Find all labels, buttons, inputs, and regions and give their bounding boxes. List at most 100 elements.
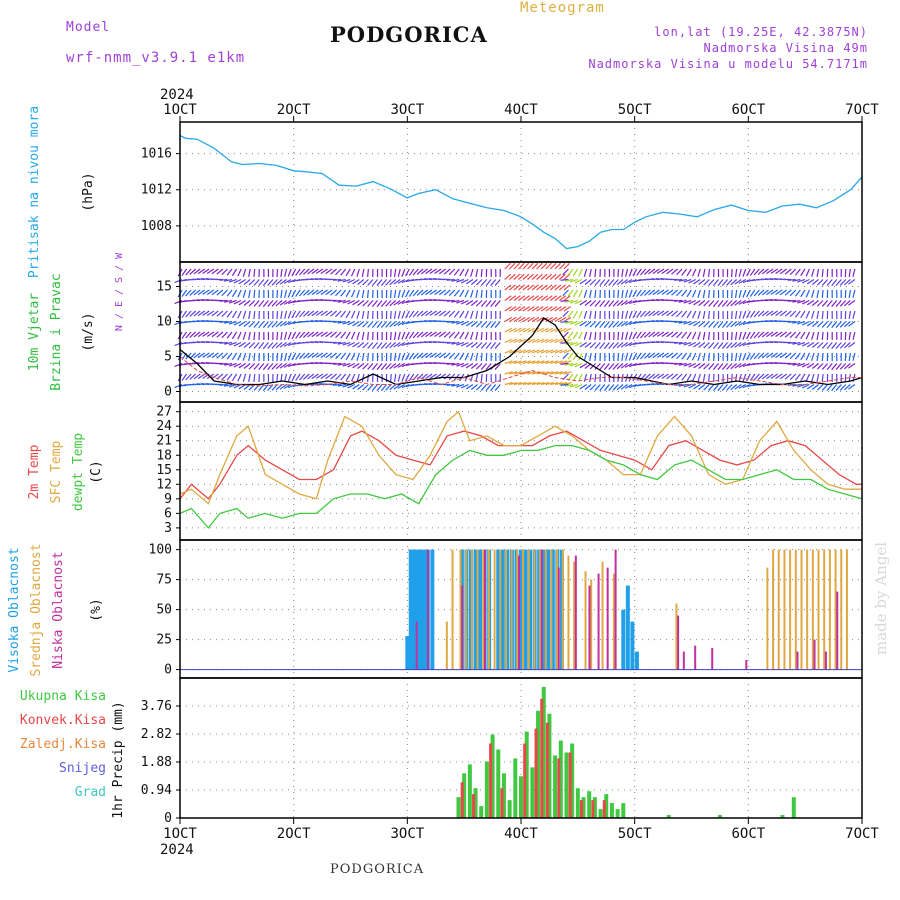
wind-barb: [416, 352, 424, 359]
wind-barb: [238, 299, 246, 306]
wind-barb: [848, 352, 851, 362]
cloud-bar-0: [500, 549, 505, 670]
wind-barb: [206, 310, 215, 316]
wind-barb: [434, 331, 442, 337]
wind-barb: [702, 289, 706, 298]
wind-barb: [405, 310, 410, 319]
wind-barb: [337, 320, 346, 324]
wind-barb: [181, 331, 188, 339]
wind-barb: [848, 363, 856, 369]
wind-barb: [686, 289, 692, 298]
cloud-bar-1: [544, 549, 547, 670]
model-elevation-label: Nadmorska Visina u modelu 54.7171m: [588, 57, 868, 71]
wind-barb: [412, 268, 419, 276]
wind-barb: [536, 295, 544, 301]
wind-barb: [459, 310, 465, 319]
wind-barb: [731, 352, 733, 362]
y-tick-label-temperature: 3: [164, 521, 172, 536]
wind-barb: [307, 268, 315, 275]
wind-barb: [554, 371, 563, 375]
wind-barb: [717, 342, 724, 350]
wind-barb: [451, 341, 460, 345]
wind-barb: [376, 342, 383, 350]
wind-barb: [584, 342, 592, 348]
wind-barb: [738, 331, 742, 340]
wind-barb: [629, 299, 637, 305]
precip-bar-0: [581, 797, 586, 818]
wind-barb: [480, 268, 483, 278]
wind-barb: [545, 360, 554, 365]
wind-barb: [518, 382, 527, 386]
model-name: wrf-nmm_v3.9.1 e1km: [66, 50, 246, 66]
wind-barb: [291, 268, 297, 277]
wind-barb: [554, 338, 563, 344]
wind-barb: [746, 268, 751, 277]
wind-barb: [202, 331, 210, 337]
wind-barb: [844, 373, 847, 383]
wind-barb: [616, 342, 624, 349]
wind-barb: [233, 278, 242, 284]
wind-barb: [636, 310, 642, 318]
wind-barb: [453, 289, 460, 297]
wind-barb: [717, 321, 724, 329]
wind-barb: [742, 299, 751, 305]
wind-barb: [228, 299, 237, 304]
wind-barb: [352, 299, 360, 306]
wind-barb: [451, 383, 460, 387]
wind-barb: [839, 300, 847, 307]
wind-barb: [513, 338, 522, 344]
wind-barb: [678, 341, 687, 345]
wind-barb: [721, 279, 729, 286]
wind-barb: [470, 342, 478, 348]
cloud-bar-1: [476, 549, 479, 670]
wind-barb: [746, 352, 751, 361]
wind-barb: [617, 310, 620, 320]
precip-bar-0: [615, 809, 620, 818]
wind-barb: [712, 321, 719, 329]
cloud-bar-1: [451, 549, 454, 670]
wind-barb: [726, 321, 733, 328]
wind-barb: [779, 373, 788, 380]
wind-barb: [248, 279, 256, 286]
wind-barb: [805, 352, 810, 361]
wind-barb: [536, 382, 545, 386]
wind-barb: [219, 299, 228, 302]
wind-barb: [826, 321, 833, 329]
wind-barb: [385, 300, 392, 307]
wind-barb: [835, 342, 842, 349]
wind-barb: [262, 384, 269, 392]
wind-barb: [181, 310, 188, 318]
wind-barb: [345, 331, 351, 340]
precip-bar-1: [602, 800, 606, 818]
wind-barb: [698, 321, 706, 327]
wind-barb: [276, 352, 279, 362]
wind-barb: [376, 279, 383, 287]
wind-barb: [674, 299, 683, 302]
wind-barb: [757, 289, 765, 296]
wind-barb: [681, 268, 688, 276]
wind-barb: [674, 362, 683, 365]
wind-barb: [644, 310, 651, 317]
wind-barb: [475, 300, 483, 307]
wind-barb: [434, 289, 442, 295]
cloud-bar-1: [834, 549, 837, 670]
wind-barb: [629, 320, 637, 326]
wind-barb: [448, 373, 456, 381]
wind-barb: [697, 289, 701, 298]
wind-barb: [545, 338, 554, 344]
wind-barb: [460, 278, 469, 284]
wind-barb: [805, 310, 810, 319]
wind-barb: [267, 321, 274, 328]
cloud-bar-0: [505, 549, 510, 670]
wind-barb: [238, 341, 246, 348]
y-tick-label-pressure: 1012: [141, 183, 172, 198]
wind-barb: [801, 320, 810, 326]
wind-barb: [816, 279, 824, 286]
wind-barb: [356, 373, 360, 382]
wind-barb: [389, 384, 397, 391]
wind-barb: [734, 363, 742, 369]
wind-barb: [666, 352, 674, 359]
cloud-bar-1: [823, 549, 826, 670]
wind-barb: [350, 373, 356, 382]
wind-barb: [702, 352, 706, 361]
